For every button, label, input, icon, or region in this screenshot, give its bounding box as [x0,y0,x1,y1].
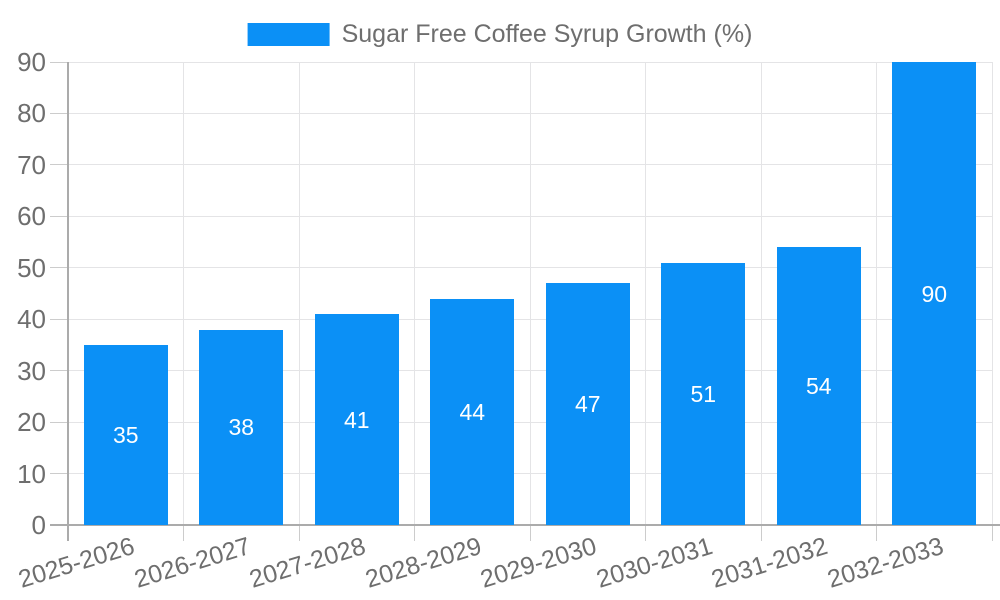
x-axis-category-label: 2026-2027 [130,532,254,594]
y-axis-tick [50,473,68,475]
y-axis-tick-label: 70 [17,149,46,180]
y-axis-tick-label: 50 [17,252,46,283]
x-axis-category-label: 2032-2033 [823,532,947,594]
x-gridline [991,62,993,525]
bar-value-label: 90 [921,280,948,307]
x-gridline [876,62,877,525]
y-axis-tick-label: 80 [17,98,46,129]
y-axis-tick-label: 10 [17,458,46,489]
x-axis-tick [183,525,184,541]
legend[interactable]: Sugar Free Coffee Syrup Growth (%) [247,20,753,49]
y-axis-tick [50,421,68,423]
bar-2029-2030[interactable] [545,283,630,525]
x-axis-tick [760,525,762,541]
x-axis-tick [645,525,646,541]
x-axis-category-label: 2027-2028 [246,532,369,594]
x-gridline [414,62,415,525]
y-axis-tick-label: 0 [31,510,46,540]
y-axis-tick-label: 90 [17,47,46,77]
x-axis-tick [529,525,531,541]
bar-value-label: 38 [228,414,255,441]
x-gridline [760,62,762,525]
x-axis-tick [991,525,993,541]
x-axis-tick [298,525,300,541]
bar-2031-2032[interactable] [776,247,861,525]
y-axis-tick-label: 20 [17,407,46,438]
x-axis-tick [414,525,415,541]
x-gridline [183,62,184,525]
y-axis-tick [50,164,68,166]
bar-value-label: 51 [690,380,717,407]
bar-value-label: 47 [574,391,601,418]
bar-value-label: 41 [343,406,370,433]
bar-2027-2028[interactable] [314,314,399,525]
y-axis-tick-label: 30 [17,355,46,386]
x-axis-tick [876,525,877,541]
x-axis-category-label: 2030-2031 [592,532,716,594]
x-axis-category-label: 2025-2026 [15,532,138,594]
bar-2025-2026[interactable] [83,344,168,525]
x-gridline [298,62,300,525]
legend-label: Sugar Free Coffee Syrup Growth (%) [341,20,753,48]
y-axis-tick [50,267,68,269]
bar-2026-2027[interactable] [199,329,284,525]
x-gridline [645,62,646,525]
x-axis-category-label: 2031-2032 [708,532,831,594]
bar-value-label: 35 [112,421,139,448]
legend-swatch [247,23,330,46]
bar-2030-2031[interactable] [661,262,746,525]
y-axis-line [67,62,69,541]
y-axis-tick-label: 40 [17,304,46,335]
x-axis-category-label: 2029-2030 [477,532,600,594]
y-axis-tick [50,112,68,114]
x-axis-line [50,524,1000,526]
x-axis-category-label: 2028-2029 [361,532,485,594]
y-axis-tick-label: 60 [17,201,46,232]
y-axis-tick [50,370,68,372]
bar-2028-2029[interactable] [430,298,515,525]
bar-2032-2033[interactable] [892,62,977,525]
y-axis-tick [50,318,68,320]
bar-value-label: 44 [459,398,486,425]
x-gridline [529,62,531,525]
bar-value-label: 54 [805,373,832,400]
y-axis-tick [50,61,68,63]
y-axis-tick [50,215,68,217]
